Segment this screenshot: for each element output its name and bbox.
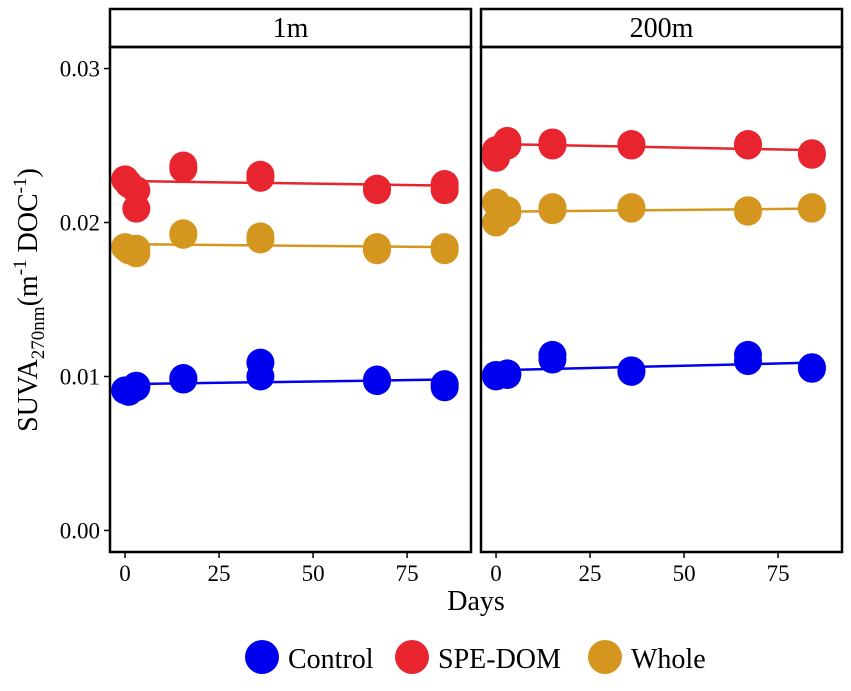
data-point-whole <box>430 236 459 265</box>
y-axis-title-sup2: -1 <box>10 178 31 194</box>
y-axis-title-main: SUVA <box>13 358 44 431</box>
panel-border <box>479 45 844 554</box>
data-point-control <box>797 354 826 383</box>
data-point-spe-dom <box>169 154 198 183</box>
data-point-control <box>617 357 646 386</box>
data-point-control <box>362 367 391 396</box>
facet-strip <box>479 7 844 49</box>
data-point-whole <box>493 199 522 228</box>
legend-item-spe-dom: SPE-DOM <box>395 640 561 675</box>
y-tick-label: 0.01 <box>60 364 100 389</box>
trend-line-spe-dom <box>125 179 445 187</box>
data-point-control <box>246 362 275 391</box>
y-tick-label: 0.02 <box>60 211 100 236</box>
data-point-spe-dom <box>797 140 826 169</box>
facet-panels: 1m 0 25 50 75 200m 0 25 50 75 <box>108 7 844 586</box>
data-point-whole <box>122 239 151 268</box>
y-axis-title-close: ) <box>13 168 44 177</box>
legend-item-control: Control <box>245 640 374 675</box>
data-point-whole <box>169 220 198 249</box>
x-tick-label: 75 <box>396 561 419 586</box>
trend-line-whole <box>125 242 445 249</box>
x-tick-label: 0 <box>490 561 502 586</box>
data-point-spe-dom <box>493 131 522 160</box>
data-point-spe-dom <box>430 176 459 205</box>
data-point-whole <box>246 225 275 254</box>
data-point-control <box>493 360 522 389</box>
y-tick-label: 0.03 <box>60 57 100 82</box>
data-point-whole <box>538 196 567 225</box>
y-axis: 0.00 0.01 0.02 0.03 <box>60 57 110 543</box>
y-axis-title-sup1: -1 <box>10 259 31 275</box>
data-point-spe-dom <box>246 163 275 192</box>
data-point-spe-dom <box>362 176 391 205</box>
panel-border <box>108 45 473 554</box>
y-axis-title: SUVA270nm(m-1 DOC-1) <box>10 168 49 432</box>
data-point-control <box>169 365 198 394</box>
legend-label: Whole <box>631 644 706 675</box>
data-point-control <box>538 345 567 374</box>
facet-strip <box>108 7 473 49</box>
legend-item-whole: Whole <box>588 640 706 675</box>
facet-strip-label: 200m <box>630 13 694 44</box>
data-point-whole <box>797 194 826 223</box>
data-point-spe-dom <box>733 131 762 160</box>
panel-200m: 200m 0 25 50 75 <box>479 7 844 586</box>
x-tick-label: 75 <box>767 561 790 586</box>
legend-label: Control <box>288 644 374 675</box>
x-tick-label: 25 <box>208 561 231 586</box>
data-point-spe-dom <box>122 194 151 223</box>
x-tick-label: 50 <box>673 561 696 586</box>
legend: Control SPE-DOM Whole <box>245 640 706 675</box>
legend-label: SPE-DOM <box>438 644 561 675</box>
panel-1m: 1m 0 25 50 75 <box>108 7 473 586</box>
x-tick-label: 25 <box>579 561 602 586</box>
data-point-control <box>122 373 151 402</box>
x-tick-label: 0 <box>119 561 131 586</box>
facet-strip-label: 1m <box>273 13 309 44</box>
x-tick-label: 50 <box>302 561 325 586</box>
legend-swatch <box>395 640 429 674</box>
data-point-whole <box>733 197 762 226</box>
data-point-whole <box>362 236 391 265</box>
x-axis-title: Days <box>447 586 505 617</box>
data-point-whole <box>617 194 646 223</box>
y-axis-title-mid: DOC <box>13 193 44 259</box>
y-axis-title-subscript: 270nm <box>28 306 49 359</box>
y-axis-title-open: (m <box>13 275 44 306</box>
data-point-control <box>733 347 762 376</box>
legend-swatch <box>588 640 622 674</box>
legend-swatch <box>245 640 279 674</box>
data-point-spe-dom <box>617 131 646 160</box>
data-point-control <box>430 373 459 402</box>
y-tick-label: 0.00 <box>60 518 100 543</box>
data-point-spe-dom <box>538 131 567 160</box>
